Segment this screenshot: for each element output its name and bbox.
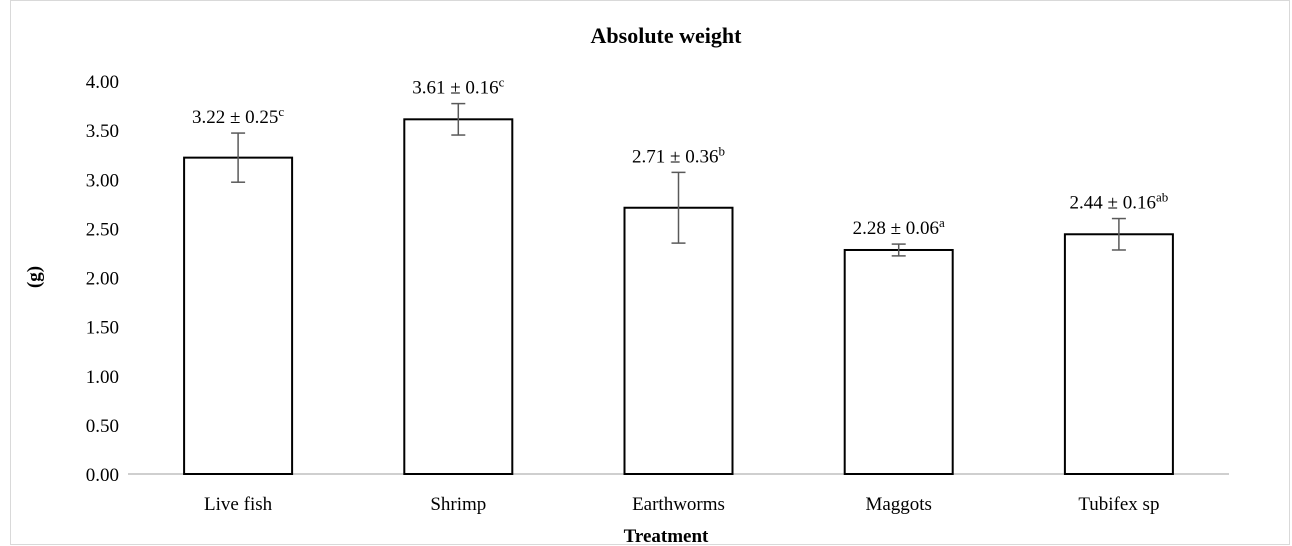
data-label: 3.61 ± 0.16c — [412, 74, 504, 99]
bar — [183, 156, 294, 475]
x-tick-label: Tubifex sp — [1078, 494, 1159, 515]
y-axis-label: (g) — [24, 266, 45, 288]
bar — [1063, 233, 1174, 475]
y-tick-label: 0.50 — [86, 416, 119, 437]
bar — [623, 206, 734, 475]
data-label: 2.28 ± 0.06a — [853, 215, 945, 240]
x-tick-label: Live fish — [204, 494, 273, 515]
y-tick-label: 2.00 — [86, 269, 119, 290]
x-axis-label: Treatment — [624, 526, 709, 546]
y-tick-label: 1.00 — [86, 367, 119, 388]
y-tick-label: 2.50 — [86, 219, 119, 240]
x-tick-label: Shrimp — [430, 494, 486, 515]
data-label: 2.44 ± 0.16ab — [1070, 189, 1169, 214]
bar — [403, 118, 514, 475]
x-tick-label: Earthworms — [632, 494, 725, 515]
y-tick-label: 0.00 — [86, 465, 119, 486]
bar-chart: Absolute weight (g) Treatment 0.00 0.50 1.… — [24, 23, 1229, 546]
y-tick-label: 3.50 — [86, 121, 119, 142]
y-tick-label: 4.00 — [86, 72, 119, 93]
x-tick-label: Maggots — [865, 494, 932, 515]
chart-title: Absolute weight — [591, 23, 743, 48]
chart-area: Absolute weight (g) Treatment 0.00 0.50 1.… — [10, 0, 1290, 546]
y-tick-label: 1.50 — [86, 318, 119, 339]
bar — [843, 248, 954, 475]
data-label: 3.22 ± 0.25c — [192, 104, 284, 129]
y-tick-label: 3.00 — [86, 170, 119, 191]
data-label: 2.71 ± 0.36b — [632, 143, 725, 168]
